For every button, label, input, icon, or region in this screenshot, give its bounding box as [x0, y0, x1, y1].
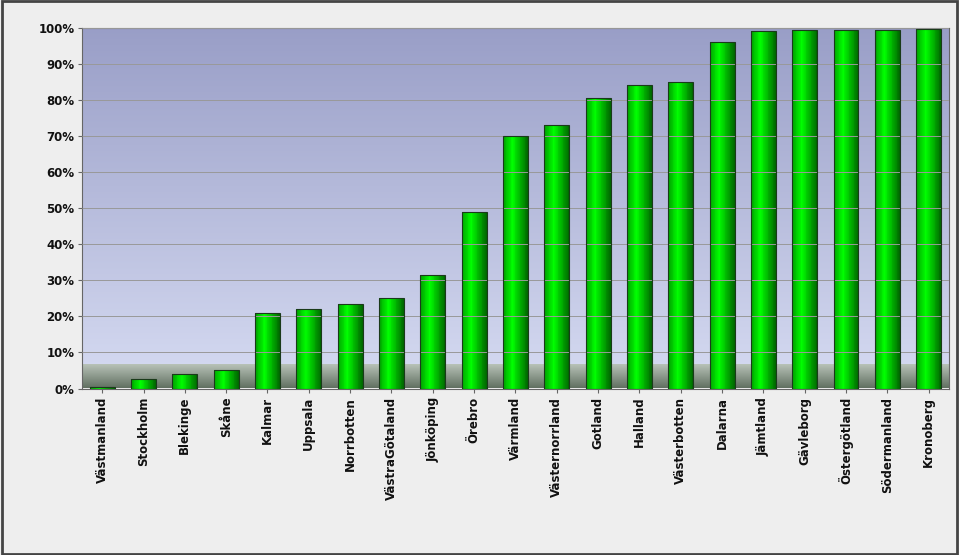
Bar: [751, 32, 776, 388]
Bar: [420, 275, 445, 388]
Bar: [668, 82, 693, 388]
Bar: [586, 98, 611, 388]
Bar: [255, 313, 280, 388]
Bar: [917, 29, 941, 388]
Bar: [503, 136, 527, 388]
Bar: [627, 85, 652, 388]
Bar: [173, 374, 198, 388]
Bar: [461, 212, 486, 388]
Bar: [792, 29, 817, 388]
Bar: [545, 125, 570, 388]
Bar: [131, 380, 156, 388]
Bar: [338, 304, 363, 388]
Bar: [875, 29, 900, 388]
Bar: [710, 42, 735, 388]
Bar: [214, 371, 239, 388]
Bar: [379, 299, 404, 388]
Bar: [90, 387, 114, 388]
Bar: [833, 29, 858, 388]
Bar: [296, 309, 321, 388]
